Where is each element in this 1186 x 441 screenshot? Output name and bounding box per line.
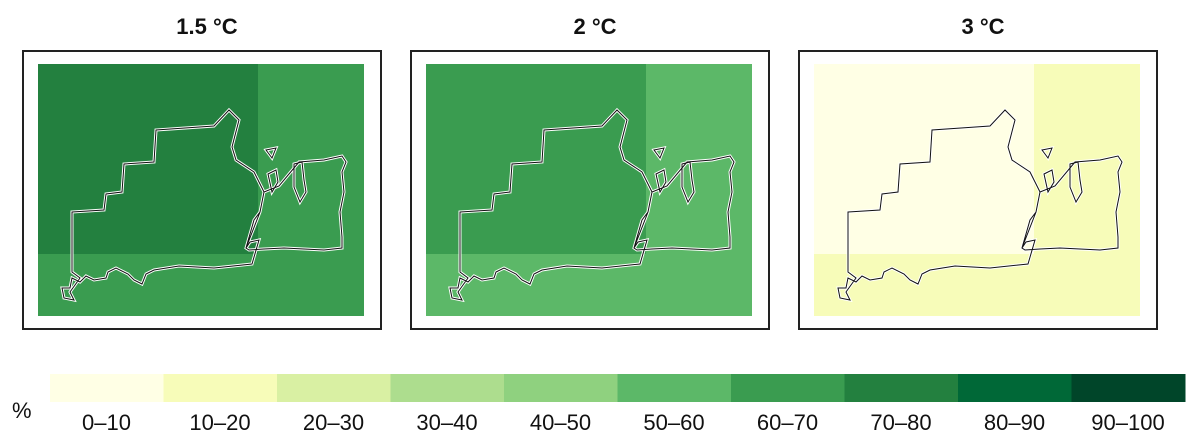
map-region-fill xyxy=(38,64,258,254)
legend-swatch-8 xyxy=(958,374,1072,402)
map-svg-2 xyxy=(426,64,752,316)
legend-label-0: 0–10 xyxy=(82,410,131,435)
legend-swatch-3 xyxy=(390,374,505,402)
legend-label-6: 60–70 xyxy=(756,410,819,435)
region-outline xyxy=(61,109,347,301)
legend-swatch-5 xyxy=(617,374,732,402)
region-outline xyxy=(449,109,735,301)
map-panel-2 xyxy=(410,50,770,330)
legend-swatch-4 xyxy=(504,374,618,402)
legend-swatch-9 xyxy=(1071,374,1186,402)
legend-swatch-7 xyxy=(844,374,959,402)
legend-swatch-2 xyxy=(277,374,391,402)
panel-title-3: 3 °C xyxy=(961,14,1005,39)
legend-label-4: 40–50 xyxy=(529,410,592,435)
legend-unit: % xyxy=(12,398,32,423)
map-panel-3 xyxy=(798,50,1158,330)
legend-label-3: 30–40 xyxy=(416,410,478,435)
map-panel-1 xyxy=(22,50,382,330)
legend-label-7: 70–80 xyxy=(870,410,932,435)
legend-swatch-6 xyxy=(731,374,845,402)
legend-label-9: 90–100 xyxy=(1091,410,1165,435)
panel-title-2: 2 °C xyxy=(573,14,617,39)
legend-label-8: 80–90 xyxy=(983,410,1046,435)
map-svg-1 xyxy=(38,64,364,316)
panel-title-1: 1.5 °C xyxy=(176,14,238,39)
legend-label-1: 10–20 xyxy=(189,410,251,435)
legend-colorbar xyxy=(50,374,1186,402)
region-outline xyxy=(837,109,1123,301)
legend-label-5: 50–60 xyxy=(643,410,705,435)
legend-swatch-0 xyxy=(50,374,164,402)
map-region-fill xyxy=(814,64,1034,254)
map-region-fill xyxy=(426,64,646,254)
legend-label-2: 20–30 xyxy=(302,410,365,435)
legend-swatch-1 xyxy=(163,374,278,402)
map-svg-3 xyxy=(814,64,1140,316)
